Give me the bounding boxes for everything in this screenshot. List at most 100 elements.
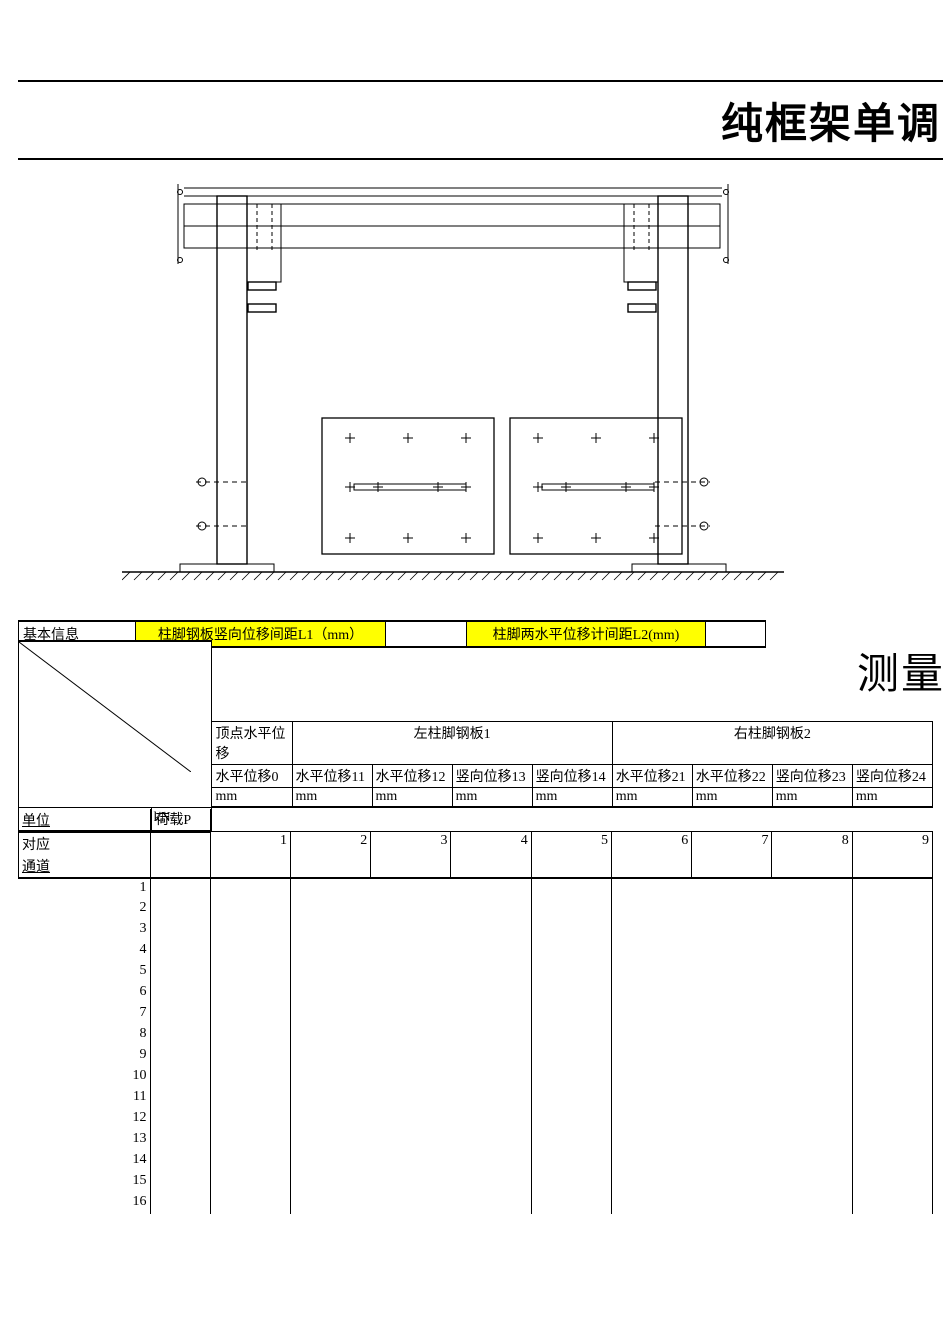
cell-left-3[interactable] xyxy=(531,899,611,920)
cell-right-3[interactable] xyxy=(852,1109,932,1130)
cell-right-0[interactable] xyxy=(611,1109,691,1130)
cell-right-1[interactable] xyxy=(692,962,772,983)
cell-right-3[interactable] xyxy=(852,1193,932,1214)
cell-0[interactable] xyxy=(210,983,290,1004)
cell-left-0[interactable] xyxy=(290,1004,370,1025)
cell-right-0[interactable] xyxy=(611,1046,691,1067)
cell-right-0[interactable] xyxy=(611,983,691,1004)
cell-left-1[interactable] xyxy=(371,1130,451,1151)
cell-right-0[interactable] xyxy=(611,962,691,983)
cell-0[interactable] xyxy=(210,1172,290,1193)
cell-left-0[interactable] xyxy=(290,1088,370,1109)
cell-right-1[interactable] xyxy=(692,941,772,962)
cell-left-1[interactable] xyxy=(371,1046,451,1067)
cell-right-1[interactable] xyxy=(692,1046,772,1067)
cell-right-2[interactable] xyxy=(772,1067,852,1088)
cell-left-2[interactable] xyxy=(451,1004,531,1025)
cell-right-0[interactable] xyxy=(611,1151,691,1172)
cell-right-1[interactable] xyxy=(692,1025,772,1046)
cell-right-1[interactable] xyxy=(692,1109,772,1130)
cell-right-0[interactable] xyxy=(611,920,691,941)
cell-right-2[interactable] xyxy=(772,941,852,962)
cell-0[interactable] xyxy=(210,1025,290,1046)
cell-right-1[interactable] xyxy=(692,983,772,1004)
cell-0[interactable] xyxy=(210,920,290,941)
cell-left-0[interactable] xyxy=(290,920,370,941)
cell-right-3[interactable] xyxy=(852,920,932,941)
cell-left-3[interactable] xyxy=(531,920,611,941)
cell-right-3[interactable] xyxy=(852,878,932,899)
cell-0[interactable] xyxy=(210,1130,290,1151)
cell-load[interactable] xyxy=(150,1088,210,1109)
cell-left-0[interactable] xyxy=(290,962,370,983)
cell-left-1[interactable] xyxy=(371,962,451,983)
cell-right-3[interactable] xyxy=(852,1130,932,1151)
cell-right-0[interactable] xyxy=(611,1193,691,1214)
cell-0[interactable] xyxy=(210,1046,290,1067)
cell-left-1[interactable] xyxy=(371,1088,451,1109)
cell-right-1[interactable] xyxy=(692,1004,772,1025)
cell-right-0[interactable] xyxy=(611,1130,691,1151)
cell-0[interactable] xyxy=(210,962,290,983)
cell-left-2[interactable] xyxy=(451,1109,531,1130)
cell-right-3[interactable] xyxy=(852,1067,932,1088)
cell-right-2[interactable] xyxy=(772,1172,852,1193)
cell-0[interactable] xyxy=(210,878,290,899)
cell-load[interactable] xyxy=(150,983,210,1004)
cell-left-2[interactable] xyxy=(451,1025,531,1046)
cell-left-2[interactable] xyxy=(451,1130,531,1151)
cell-left-1[interactable] xyxy=(371,1067,451,1088)
cell-left-1[interactable] xyxy=(371,1109,451,1130)
cell-left-1[interactable] xyxy=(371,920,451,941)
cell-right-1[interactable] xyxy=(692,1088,772,1109)
cell-left-0[interactable] xyxy=(290,983,370,1004)
cell-left-1[interactable] xyxy=(371,1151,451,1172)
cell-load[interactable] xyxy=(150,1151,210,1172)
cell-load[interactable] xyxy=(150,962,210,983)
cell-left-0[interactable] xyxy=(290,878,370,899)
cell-left-1[interactable] xyxy=(371,983,451,1004)
cell-right-3[interactable] xyxy=(852,1172,932,1193)
cell-right-2[interactable] xyxy=(772,920,852,941)
cell-left-2[interactable] xyxy=(451,1067,531,1088)
cell-left-1[interactable] xyxy=(371,1004,451,1025)
cell-right-3[interactable] xyxy=(852,1025,932,1046)
cell-right-3[interactable] xyxy=(852,1046,932,1067)
cell-0[interactable] xyxy=(210,1004,290,1025)
cell-right-3[interactable] xyxy=(852,983,932,1004)
cell-left-3[interactable] xyxy=(531,962,611,983)
cell-left-3[interactable] xyxy=(531,1004,611,1025)
cell-0[interactable] xyxy=(210,1088,290,1109)
cell-left-3[interactable] xyxy=(531,878,611,899)
cell-right-3[interactable] xyxy=(852,1088,932,1109)
cell-right-1[interactable] xyxy=(692,1193,772,1214)
cell-left-0[interactable] xyxy=(290,1130,370,1151)
cell-left-1[interactable] xyxy=(371,899,451,920)
cell-load[interactable] xyxy=(150,1004,210,1025)
cell-right-1[interactable] xyxy=(692,1130,772,1151)
cell-right-0[interactable] xyxy=(611,1088,691,1109)
cell-0[interactable] xyxy=(210,1151,290,1172)
cell-left-2[interactable] xyxy=(451,899,531,920)
cell-right-2[interactable] xyxy=(772,1004,852,1025)
cell-load[interactable] xyxy=(150,941,210,962)
cell-load[interactable] xyxy=(150,1109,210,1130)
cell-load[interactable] xyxy=(150,1067,210,1088)
cell-load[interactable] xyxy=(150,920,210,941)
cell-left-3[interactable] xyxy=(531,1193,611,1214)
cell-right-2[interactable] xyxy=(772,878,852,899)
cell-left-2[interactable] xyxy=(451,1088,531,1109)
cell-load[interactable] xyxy=(150,899,210,920)
cell-left-3[interactable] xyxy=(531,1151,611,1172)
cell-right-0[interactable] xyxy=(611,878,691,899)
cell-left-1[interactable] xyxy=(371,1025,451,1046)
cell-left-2[interactable] xyxy=(451,1172,531,1193)
cell-right-0[interactable] xyxy=(611,1067,691,1088)
cell-0[interactable] xyxy=(210,941,290,962)
cell-load[interactable] xyxy=(150,1025,210,1046)
cell-right-0[interactable] xyxy=(611,1025,691,1046)
cell-right-2[interactable] xyxy=(772,962,852,983)
cell-left-2[interactable] xyxy=(451,1193,531,1214)
cell-right-0[interactable] xyxy=(611,899,691,920)
cell-right-3[interactable] xyxy=(852,1151,932,1172)
